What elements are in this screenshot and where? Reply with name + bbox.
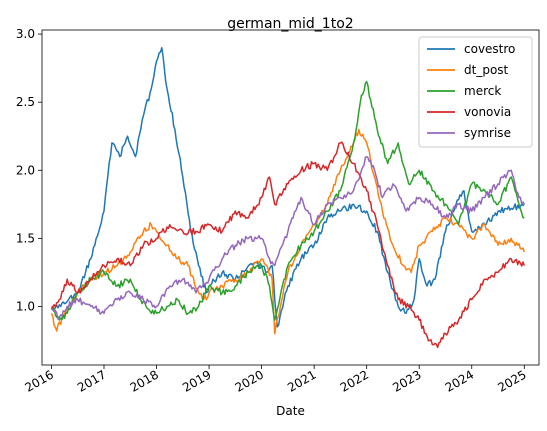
series-line-vonovia (50, 141, 526, 349)
y-tick-label: 3.0 (16, 27, 35, 41)
y-tick-label: 2.5 (16, 95, 35, 109)
legend-label-symrise: symrise (464, 126, 511, 140)
series-line-symrise (51, 155, 525, 320)
legend-label-vonovia: vonovia (464, 105, 511, 119)
legend-label-covestro: covestro (464, 42, 515, 56)
y-tick-label: 1.5 (16, 231, 35, 245)
y-tick-label: 2.0 (16, 163, 35, 177)
legend-box (418, 36, 533, 148)
y-tick-label: 1.0 (16, 299, 35, 313)
plot-frame (41, 29, 540, 366)
legend-label-merck: merck (464, 84, 501, 98)
chart-title: german_mid_1to2 (227, 16, 353, 32)
series-line-covestro (50, 46, 525, 328)
legend-label-dt_post: dt_post (464, 63, 509, 77)
series-lines (50, 46, 526, 349)
x-axis-label: Date (276, 404, 305, 418)
series-line-merck (51, 80, 525, 321)
